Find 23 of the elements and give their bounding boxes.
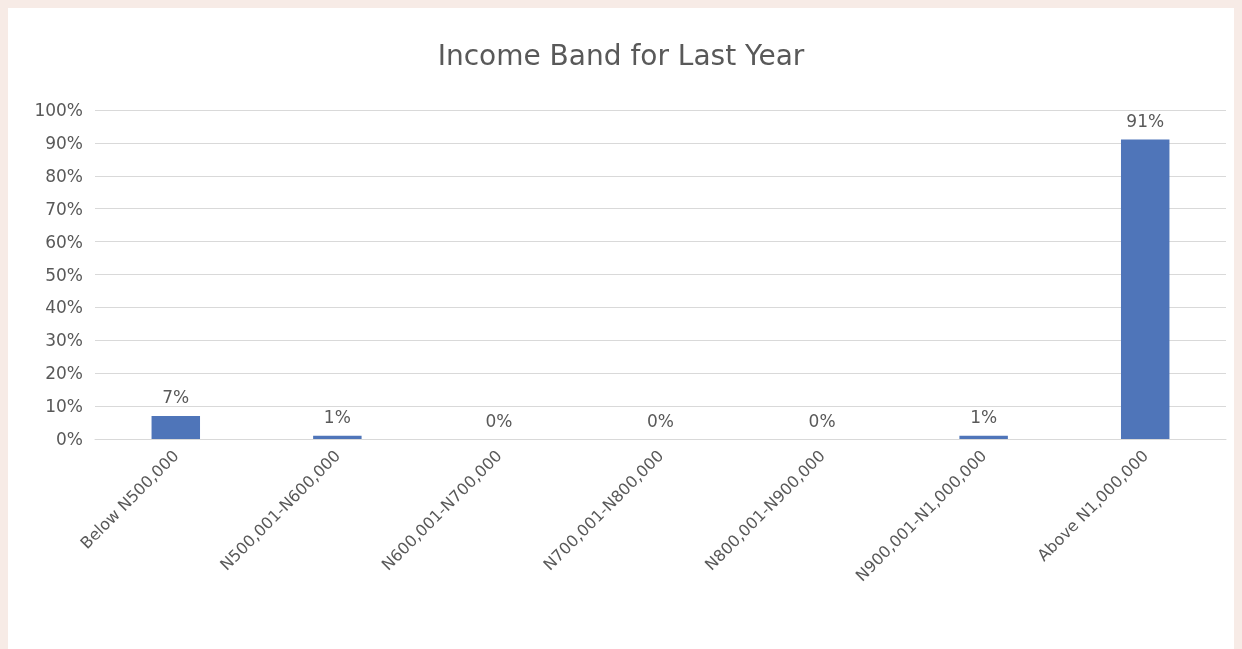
data-label: 0% bbox=[808, 410, 836, 431]
y-tick-label: 100% bbox=[34, 100, 83, 120]
data-label: 0% bbox=[647, 410, 674, 431]
y-tick-label: 80% bbox=[45, 165, 83, 186]
y-tick-label: 0% bbox=[56, 429, 83, 449]
chart-title: Income Band for Last Year bbox=[437, 38, 805, 72]
bar bbox=[151, 415, 201, 439]
y-tick-label: 50% bbox=[45, 264, 83, 285]
y-tick-label: 30% bbox=[45, 330, 83, 351]
bar bbox=[1120, 139, 1170, 439]
y-tick-label: 70% bbox=[45, 198, 83, 219]
data-label: 1% bbox=[970, 407, 998, 428]
bar bbox=[959, 435, 1008, 439]
data-label: 1% bbox=[323, 407, 351, 428]
y-tick-label: 90% bbox=[45, 132, 83, 153]
y-tick-label: 60% bbox=[45, 231, 83, 252]
data-label: 91% bbox=[1126, 111, 1165, 132]
y-tick-label: 10% bbox=[45, 396, 83, 417]
data-label: 0% bbox=[485, 410, 513, 431]
bar bbox=[313, 435, 362, 439]
y-tick-label: 20% bbox=[45, 363, 83, 384]
y-tick-label: 40% bbox=[45, 297, 83, 318]
data-label: 7% bbox=[162, 387, 190, 408]
